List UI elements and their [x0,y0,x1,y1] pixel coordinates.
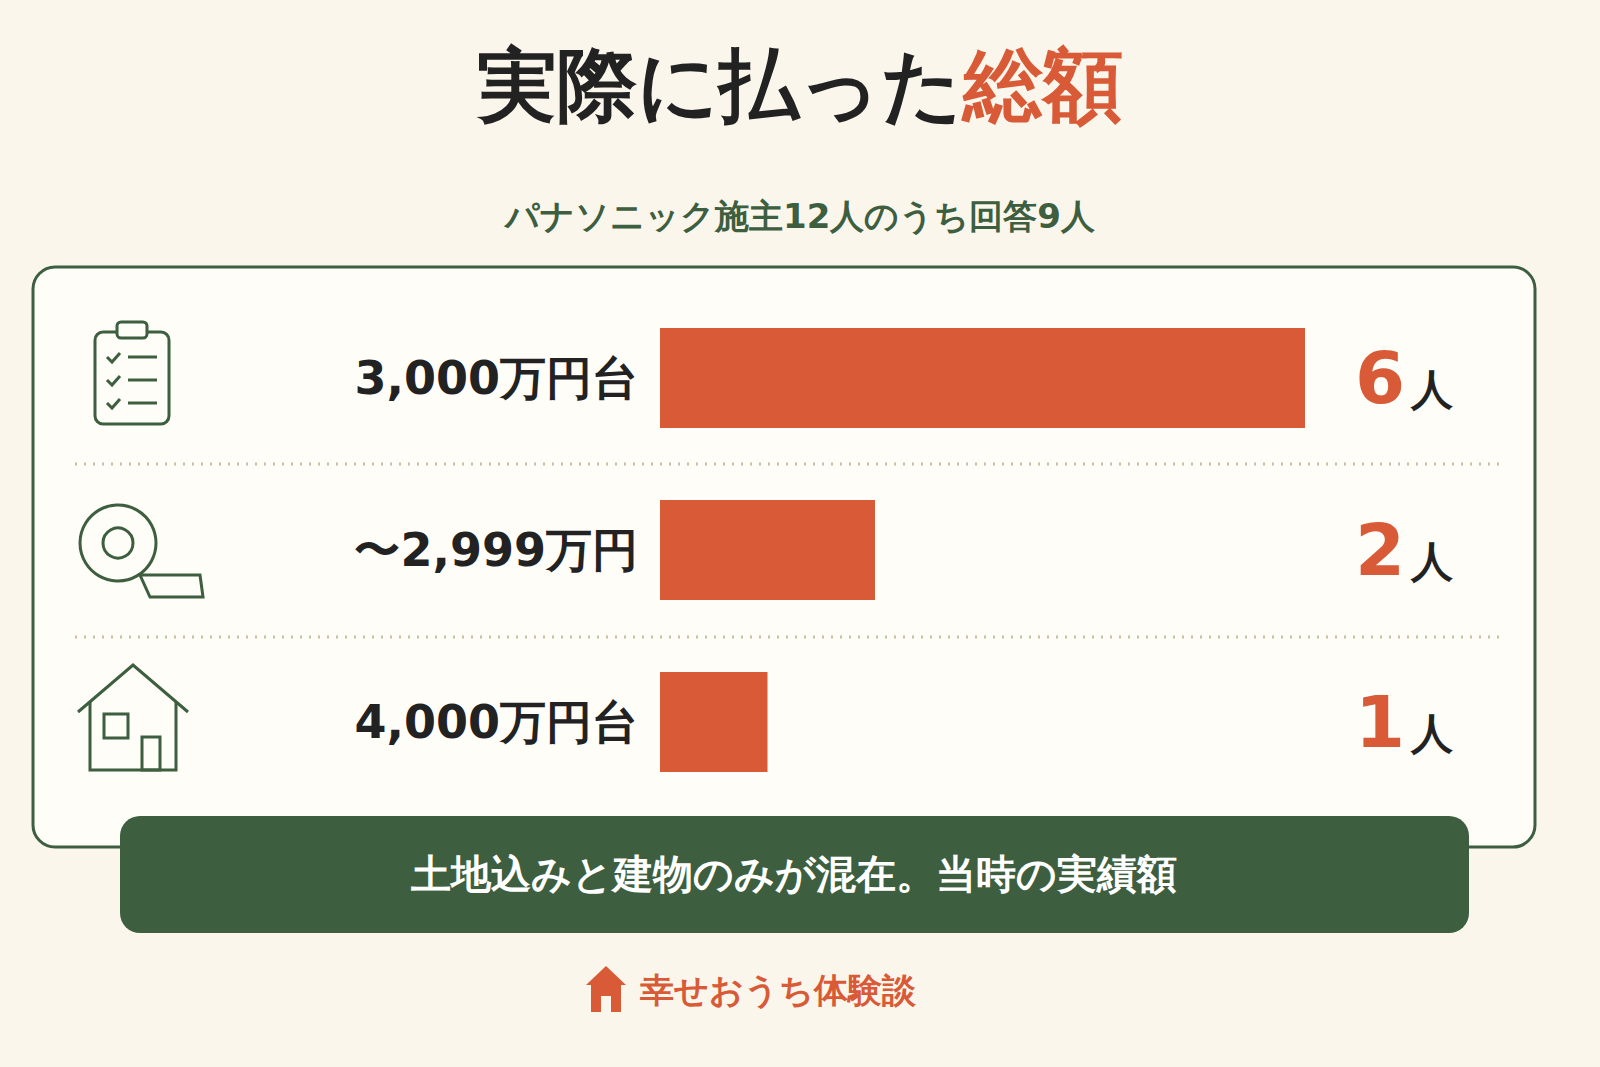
svg-text:幸せおうち体験談: 幸せおうち体験談 [639,970,917,1010]
svg-text:4,000万円台: 4,000万円台 [354,695,638,749]
svg-text:人: 人 [1410,365,1453,414]
svg-text:土地込みと建物のみが混在。当時の実績額: 土地込みと建物のみが混在。当時の実績額 [411,851,1177,897]
svg-text:人: 人 [1410,709,1453,758]
svg-text:総額: 総額 [961,39,1123,132]
svg-text:実際に払った: 実際に払った [476,39,963,132]
svg-text:3,000万円台: 3,000万円台 [354,351,638,405]
svg-text:1: 1 [1355,680,1405,764]
svg-text:2: 2 [1355,508,1405,592]
svg-text:6: 6 [1355,336,1405,420]
svg-text:人: 人 [1410,537,1453,586]
svg-text:パナソニック施主12人のうち回答9人: パナソニック施主12人のうち回答9人 [503,196,1096,236]
svg-text:〜2,999万円: 〜2,999万円 [354,523,638,577]
